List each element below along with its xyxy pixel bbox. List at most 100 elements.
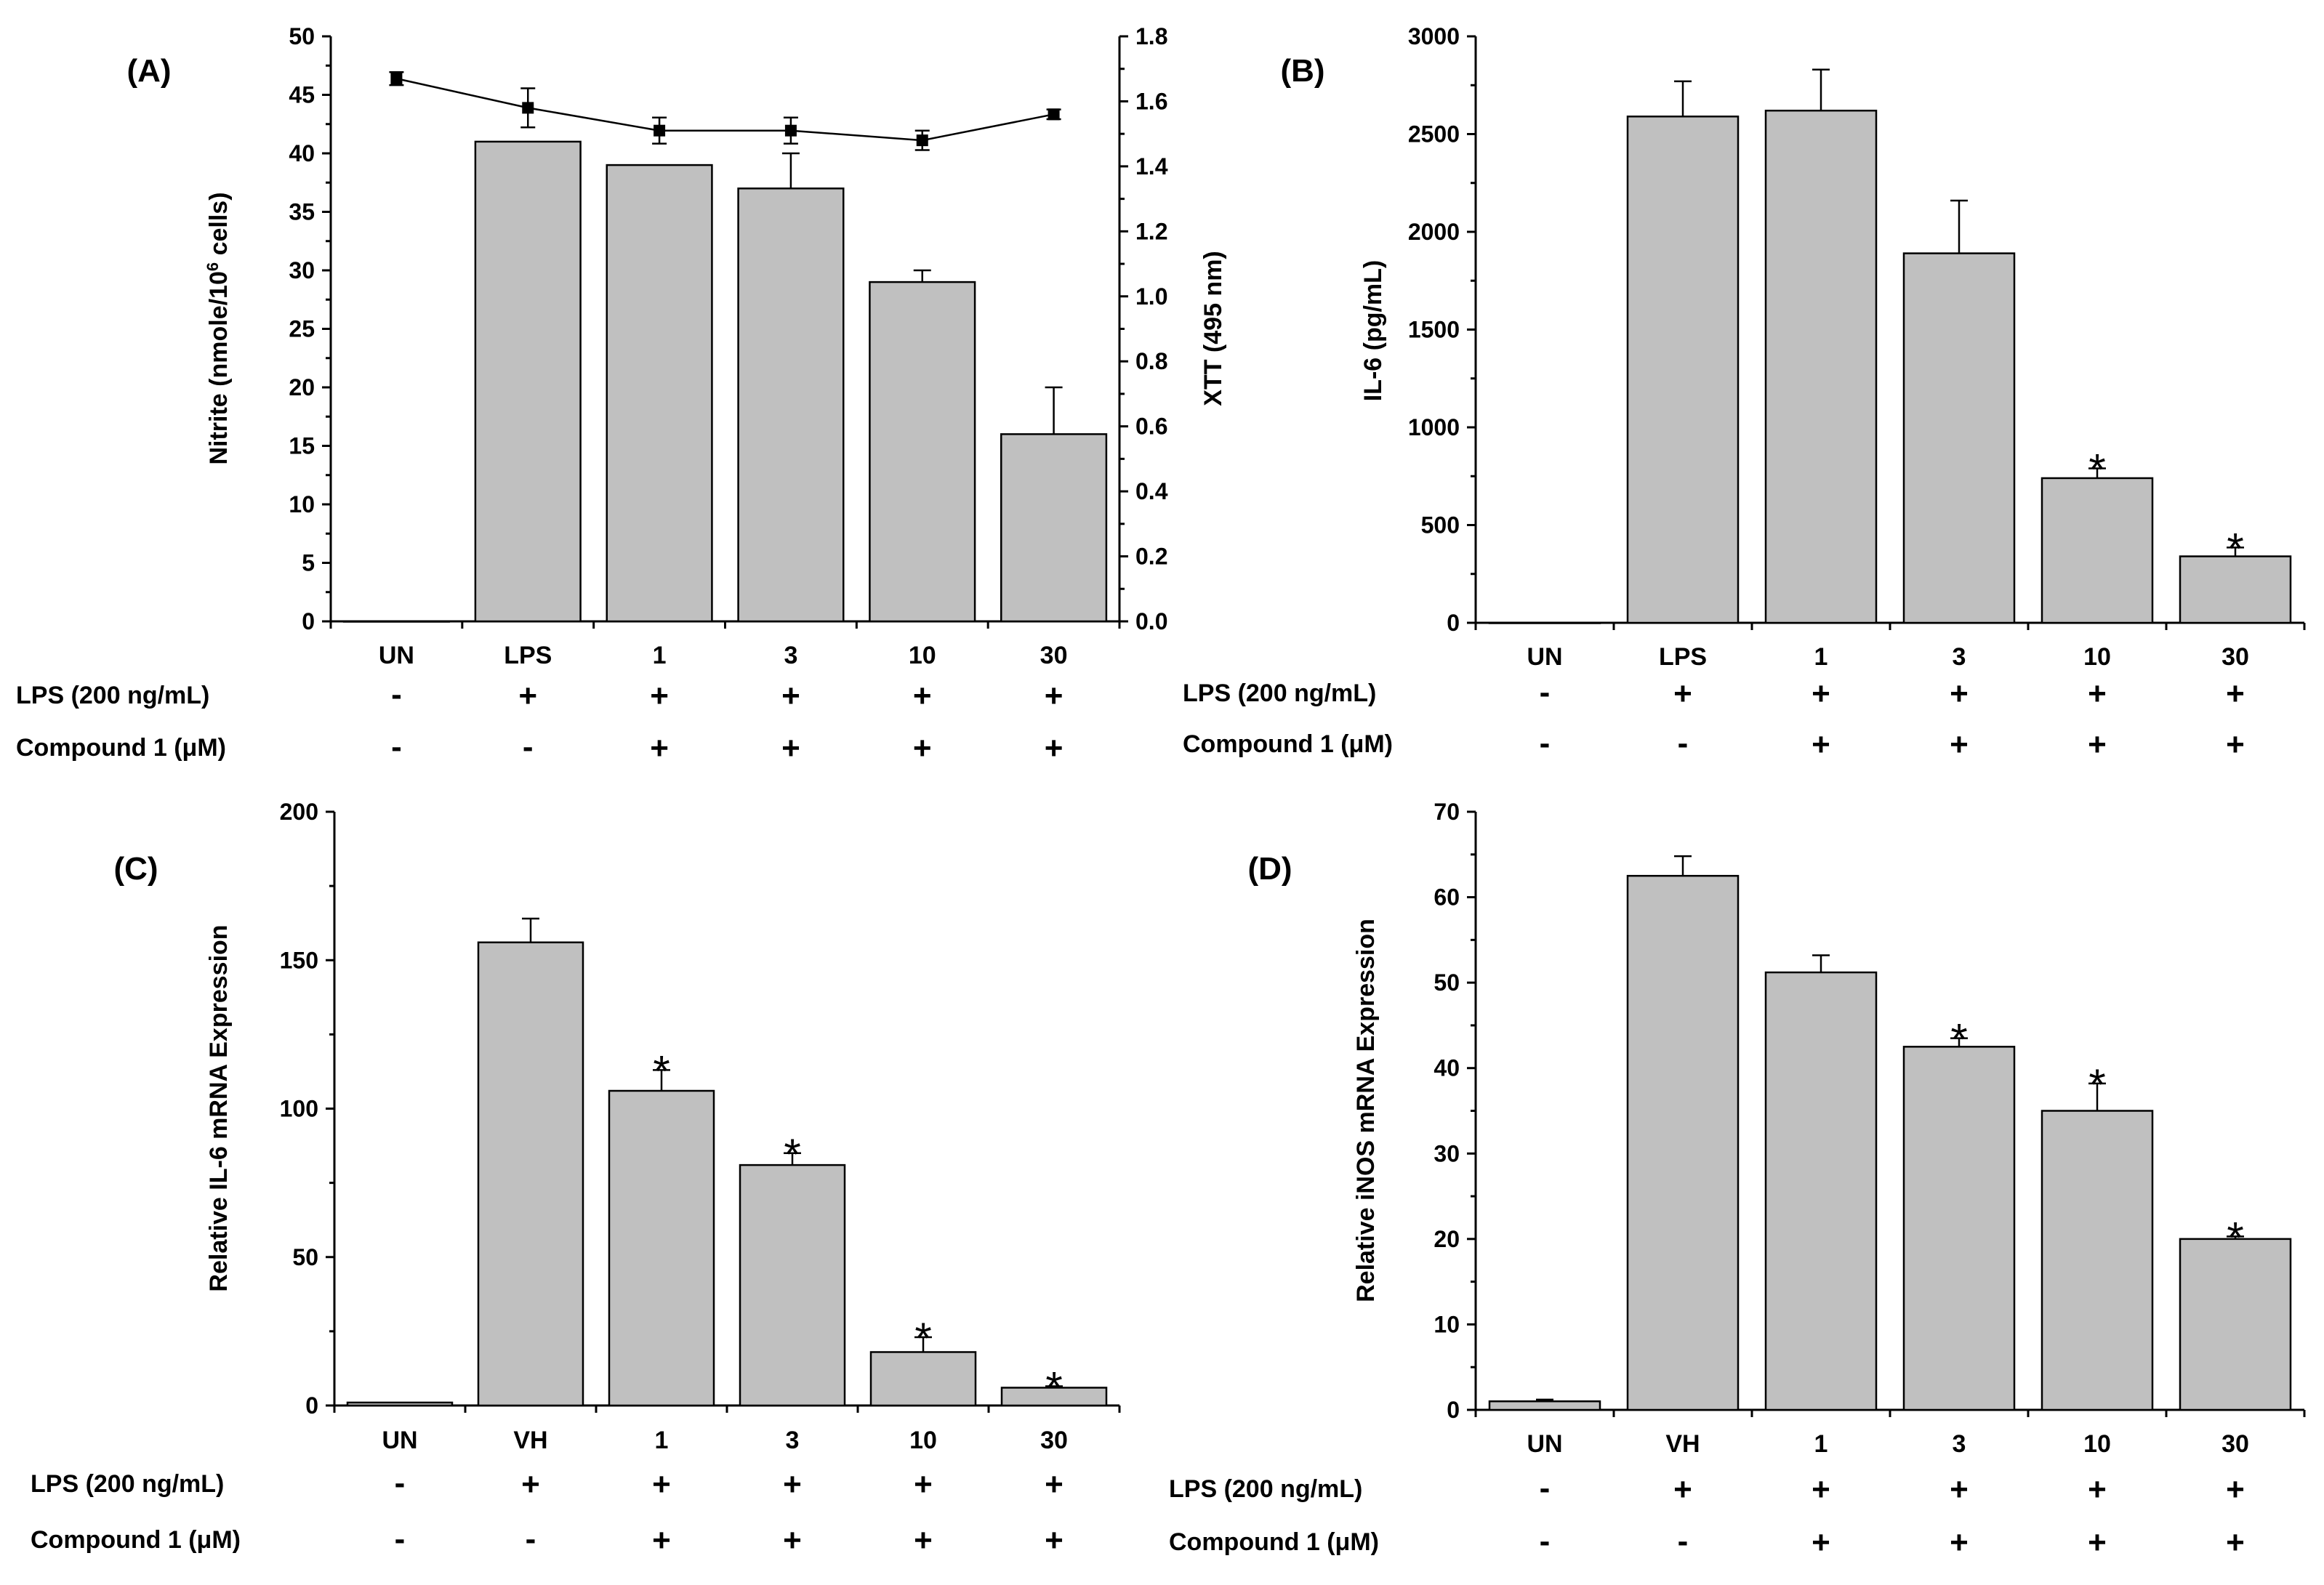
xtt-point — [784, 124, 797, 137]
y2-tick-label: 0.4 — [1135, 478, 1168, 504]
treatment-sign: + — [913, 730, 932, 766]
y2-tick-label: 1.8 — [1135, 23, 1167, 49]
y-tick-label: 10 — [289, 491, 315, 517]
treatment-sign: + — [1045, 1523, 1064, 1558]
x-tick-label: 10 — [2083, 643, 2111, 671]
y-tick-label: 1000 — [1408, 414, 1460, 440]
y-tick-label: 200 — [280, 799, 318, 825]
y-tick-label: 0 — [305, 1392, 318, 1419]
treatment-sign: + — [1950, 1525, 1969, 1560]
treatment-sign: + — [1812, 1472, 1830, 1507]
bar-30 — [1000, 433, 1108, 623]
x-tick-label: UN — [379, 642, 414, 669]
treatment-sign: + — [650, 678, 669, 714]
treatment-row-label: LPS (200 ng/mL) — [1169, 1475, 1362, 1503]
bar-UN — [1488, 1400, 1601, 1411]
y-axis-label-superscript: 6 — [204, 262, 222, 271]
bar-10 — [2040, 1110, 2154, 1411]
y-tick-label: 40 — [1434, 1055, 1460, 1081]
y2-tick-label: 0.2 — [1135, 544, 1167, 570]
x-tick-label: 30 — [1040, 1427, 1068, 1454]
x-tick-label: LPS — [504, 642, 552, 669]
treatment-sign: + — [2226, 676, 2245, 711]
treatment-sign: + — [1673, 1472, 1692, 1507]
significance-star: * — [653, 1046, 670, 1095]
y2-tick-label: 0.6 — [1135, 414, 1167, 440]
treatment-sign: - — [395, 1521, 406, 1557]
treatment-sign: + — [783, 1467, 802, 1502]
bar-VH — [477, 941, 584, 1407]
treatment-sign: + — [1673, 676, 1692, 711]
treatment-sign: + — [1950, 676, 1969, 711]
treatment-sign: + — [1045, 730, 1064, 766]
x-tick-label: 1 — [1814, 643, 1828, 671]
y2-tick-label: 1.0 — [1135, 283, 1167, 310]
treatment-sign: - — [395, 1465, 406, 1501]
xtt-point — [916, 134, 928, 147]
treatment-sign: + — [1950, 1472, 1969, 1507]
treatment-sign: - — [1540, 725, 1551, 761]
significance-star: * — [2227, 1213, 2243, 1262]
y-axis-label: Relative iNOS mRNA Expression — [1352, 919, 1380, 1302]
treatment-sign: + — [781, 678, 800, 714]
x-tick-label: 10 — [2083, 1430, 2111, 1458]
x-tick-label: 1 — [655, 1427, 669, 1454]
treatment-sign: + — [2226, 1472, 2245, 1507]
bar-3 — [1902, 1046, 2016, 1411]
y-axis-label: IL-6 (pg/mL) — [1359, 260, 1387, 402]
treatment-sign: - — [1540, 1523, 1551, 1559]
y-tick-label: 1500 — [1408, 317, 1460, 343]
treatment-sign: + — [2088, 727, 2107, 762]
treatment-sign: - — [391, 729, 402, 765]
x-tick-label: 30 — [2222, 643, 2249, 671]
treatment-sign: + — [2088, 1525, 2107, 1560]
y-tick-label: 35 — [289, 199, 315, 225]
treatment-sign: + — [650, 730, 669, 766]
y-tick-label: 3000 — [1408, 23, 1460, 49]
y2-tick-label: 1.6 — [1135, 88, 1167, 114]
treatment-sign: - — [1540, 674, 1551, 710]
bar-10 — [869, 281, 976, 623]
bar-1 — [606, 164, 713, 623]
bar-1 — [608, 1089, 715, 1407]
y-tick-label: 20 — [289, 374, 315, 400]
x-tick-label: 30 — [1040, 642, 1068, 669]
y2-tick-label: 0.0 — [1135, 608, 1167, 634]
treatment-row-label: LPS (200 ng/mL) — [16, 682, 209, 709]
bar-UN — [1488, 621, 1601, 624]
treatment-row-label: Compound 1 (μM) — [16, 734, 226, 762]
treatment-sign: + — [914, 1523, 933, 1558]
y-axis-label-part: Nitrite (nmole/10 — [205, 271, 233, 464]
y-tick-label: 50 — [292, 1244, 318, 1270]
treatment-sign: + — [914, 1467, 933, 1502]
y-tick-label: 100 — [280, 1096, 318, 1122]
treatment-sign: + — [1812, 727, 1830, 762]
y-axis-label: Relative IL-6 mRNA Expression — [205, 924, 233, 1291]
y2-tick-label: 1.2 — [1135, 218, 1167, 244]
x-tick-label: 1 — [1814, 1430, 1828, 1458]
y-axis-label-part: cells) — [205, 192, 233, 262]
treatment-sign: - — [523, 729, 534, 765]
panel-label: (C) — [113, 851, 158, 887]
treatment-sign: + — [2226, 727, 2245, 762]
bar-10 — [2040, 477, 2154, 624]
treatment-sign: + — [2088, 1472, 2107, 1507]
x-tick-label: 10 — [909, 1427, 937, 1454]
y2-tick-label: 0.8 — [1135, 348, 1167, 374]
y-tick-label: 20 — [1434, 1226, 1460, 1252]
treatment-sign: - — [1540, 1470, 1551, 1506]
y-tick-label: 25 — [289, 316, 315, 342]
bar-UN — [342, 620, 451, 623]
xtt-point — [390, 73, 403, 85]
x-tick-label: LPS — [1659, 643, 1707, 671]
bar-3 — [739, 1163, 846, 1407]
bar-3 — [1902, 252, 2016, 624]
significance-star: * — [914, 1314, 931, 1363]
x-tick-label: 10 — [909, 642, 936, 669]
y-tick-label: 150 — [280, 947, 318, 973]
treatment-sign: - — [1678, 1523, 1689, 1559]
treatment-sign: + — [913, 678, 932, 714]
xtt-point — [1048, 108, 1060, 121]
bar-30 — [1000, 1387, 1108, 1407]
